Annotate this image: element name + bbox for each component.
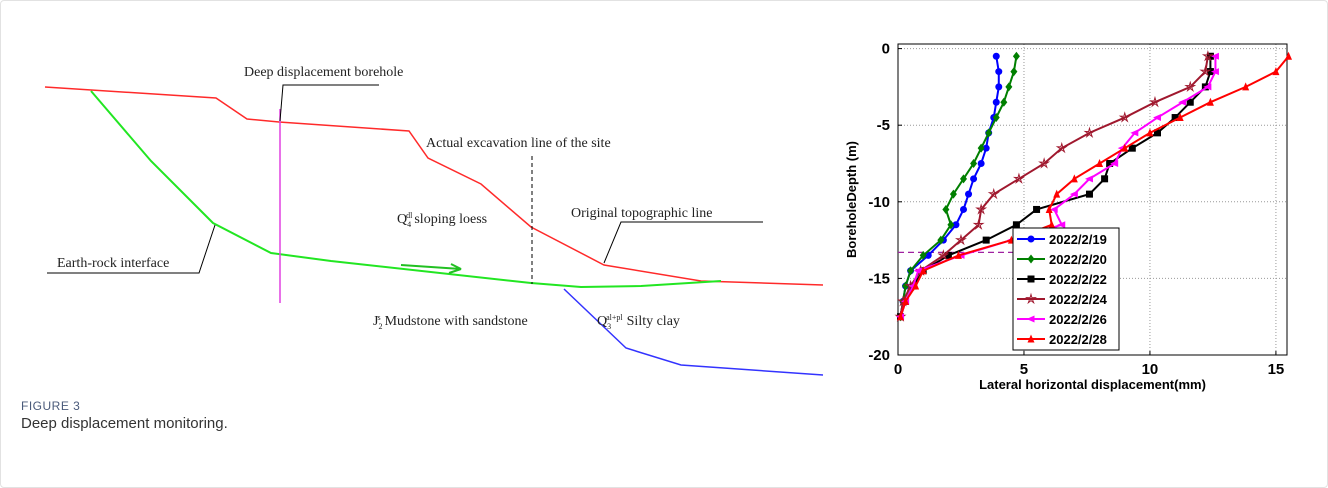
marker — [960, 206, 967, 213]
sup: al+pl — [606, 313, 623, 322]
legend-label: 2022/2/22 — [1049, 272, 1107, 287]
figure: Deep displacement borehole Actual excava… — [0, 0, 1328, 488]
marker — [965, 191, 972, 198]
marker — [995, 83, 1002, 90]
chart: 0 5 10 15 0 -5 -10 -15 -20 Lateral horizontal dis… — [844, 41, 1292, 392]
marker — [995, 68, 1002, 75]
marker — [1028, 236, 1035, 243]
y-tick-label: 0 — [882, 41, 890, 58]
y-tick-label: -20 — [868, 347, 890, 364]
text: sloping loess — [414, 212, 487, 227]
marker — [1013, 221, 1020, 228]
label: Deep displacement borehole — [244, 65, 403, 80]
text: Silty clay — [627, 314, 680, 329]
legend-label: 2022/2/24 — [1049, 292, 1108, 307]
earth-rock-line — [91, 91, 721, 287]
x-tick-label: 0 — [894, 361, 902, 378]
y-axis-label: BoreholeDepth (m) — [844, 141, 859, 258]
legend-label: 2022/2/20 — [1049, 252, 1107, 267]
sub: 3 — [607, 322, 611, 331]
y-tick-label: -5 — [877, 117, 890, 134]
diagram: Deep displacement borehole Actual excava… — [45, 65, 823, 375]
marker — [970, 175, 977, 182]
label: Earth-rock interface — [57, 256, 169, 271]
label: Original topographic line — [571, 206, 713, 221]
x-tick-label: 15 — [1268, 361, 1285, 378]
marker — [983, 237, 990, 244]
marker — [1028, 276, 1035, 283]
sup: dl — [406, 211, 413, 220]
legend-label: 2022/2/26 — [1049, 312, 1107, 327]
marker — [993, 53, 1000, 60]
figure-caption: Deep displacement monitoring. — [21, 415, 228, 432]
y-tick-label: -10 — [868, 194, 890, 211]
marker — [1101, 175, 1108, 182]
leader — [280, 85, 379, 121]
leader — [604, 222, 763, 263]
sup: s — [377, 313, 380, 322]
sub: 4 — [407, 220, 411, 229]
arrow — [401, 264, 461, 269]
figure-label: FIGURE 3 — [21, 399, 80, 413]
x-tick-label: 10 — [1142, 361, 1159, 378]
marker — [993, 99, 1000, 106]
text: Mudstone with sandstone — [385, 314, 528, 329]
legend: 2022/2/19 2022/2/20 2022/2/22 2022/2/24 2022… — [1013, 228, 1119, 350]
y-tick-label: -15 — [868, 270, 890, 287]
marker — [1033, 206, 1040, 213]
label: Actual excavation line of the site — [426, 136, 611, 151]
sub: 2 — [378, 322, 382, 331]
legend-label: 2022/2/28 — [1049, 332, 1107, 347]
marker — [1086, 191, 1093, 198]
x-axis-label: Lateral horizontal displacement(mm) — [979, 377, 1206, 392]
marker — [978, 160, 985, 167]
mudstone-line — [564, 289, 823, 375]
legend-label: 2022/2/19 — [1049, 232, 1107, 247]
x-tick-label: 5 — [1020, 361, 1028, 378]
